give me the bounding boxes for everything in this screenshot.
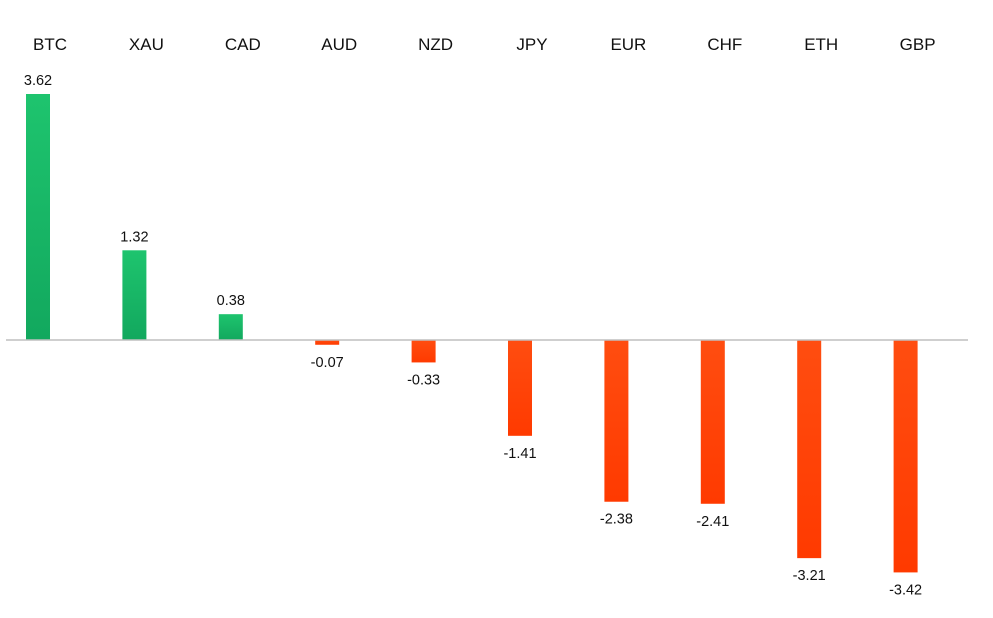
value-label-aud: -0.07 (311, 355, 344, 371)
bar-gbp (893, 340, 918, 573)
value-label-jpy: -1.41 (503, 446, 536, 462)
bar-nzd (411, 340, 436, 363)
category-label-btc: BTC (33, 35, 67, 54)
value-label-nzd: -0.33 (407, 372, 440, 388)
bar-btc (26, 94, 50, 340)
bar-xau (122, 250, 147, 340)
bar-cad (218, 314, 243, 340)
category-label-jpy: JPY (516, 35, 547, 54)
category-label-gbp: GBP (900, 35, 936, 54)
value-label-eth: -3.21 (793, 568, 826, 584)
category-label-eth: ETH (804, 35, 838, 54)
category-label-cad: CAD (225, 35, 261, 54)
bar-chf (700, 340, 725, 504)
bar-aud (315, 340, 340, 345)
category-label-chf: CHF (707, 35, 742, 54)
value-label-gbp: -3.42 (889, 582, 922, 598)
category-label-aud: AUD (321, 35, 357, 54)
value-labels: 3.62 1.32 0.38 -0.07 -0.33 -1.41 -2.38 -2.41 -3.… (24, 73, 922, 598)
bar-jpy (508, 340, 532, 436)
value-label-cad: 0.38 (217, 293, 245, 309)
value-label-eur: -2.38 (600, 512, 633, 528)
value-label-btc: 3.62 (24, 73, 52, 89)
bar-eur (604, 340, 629, 502)
category-label-nzd: NZD (418, 35, 453, 54)
value-label-chf: -2.41 (696, 514, 729, 530)
category-label-xau: XAU (129, 35, 164, 54)
bars-group (26, 94, 918, 573)
value-label-xau: 1.32 (120, 229, 148, 245)
category-label-eur: EUR (610, 35, 646, 54)
bar-eth (797, 340, 822, 559)
category-labels: BTC XAU CAD AUD NZD JPY EUR CHF ETH GBP (33, 35, 936, 54)
